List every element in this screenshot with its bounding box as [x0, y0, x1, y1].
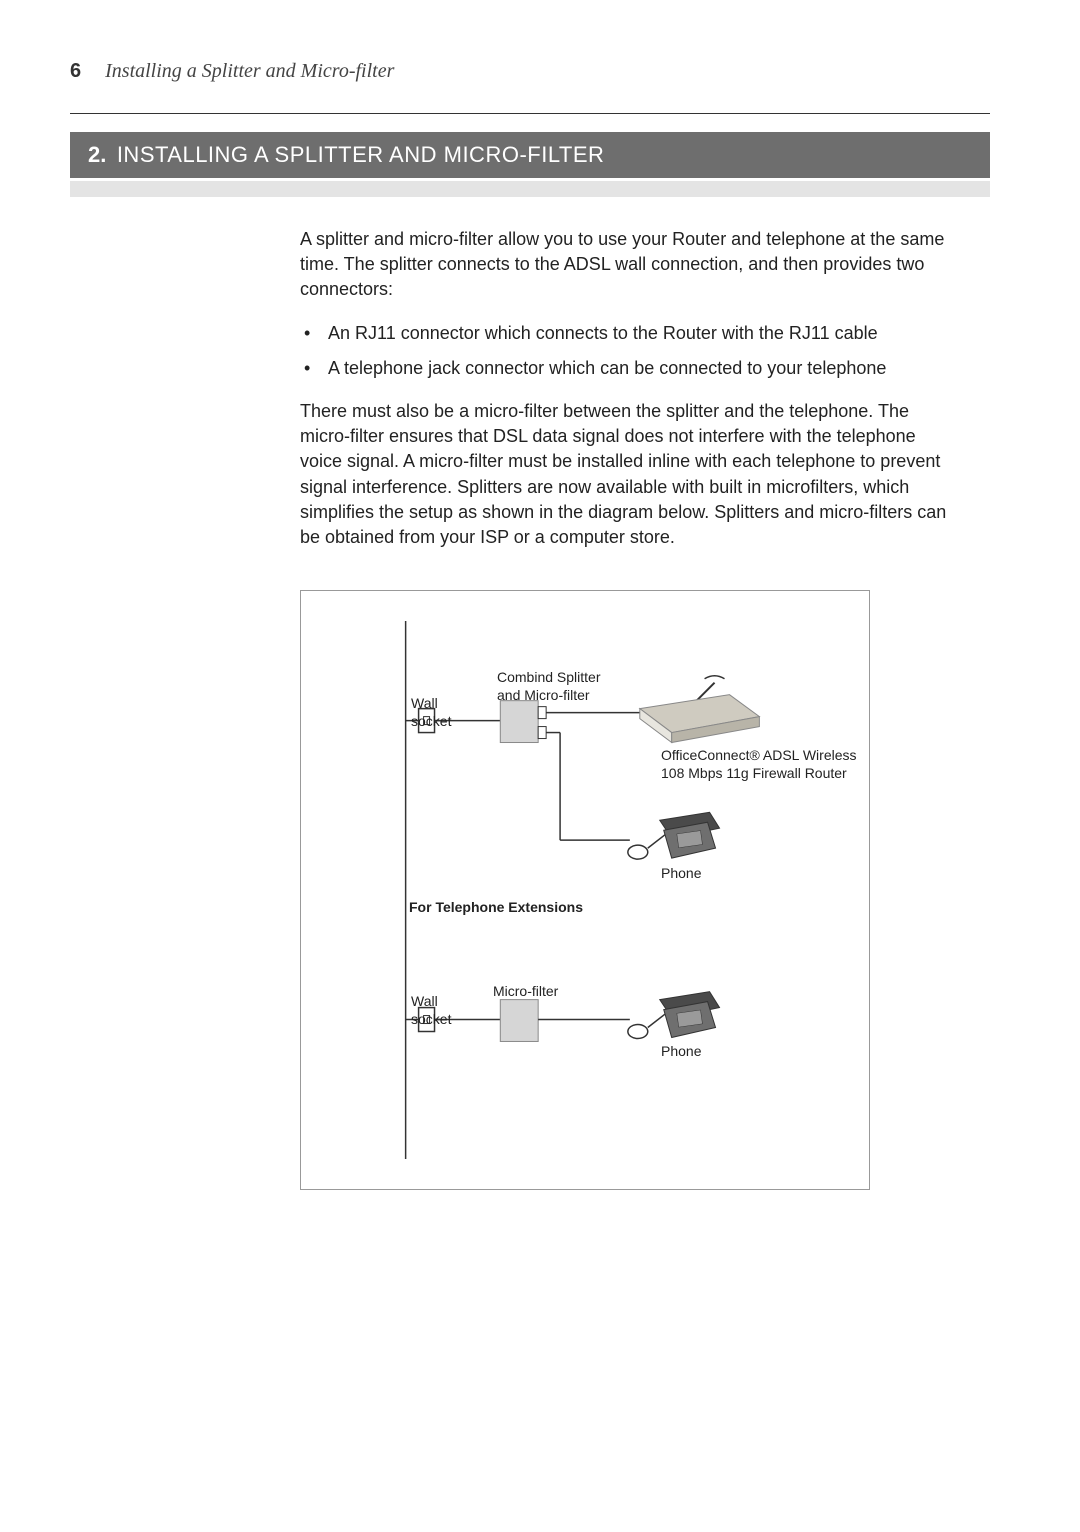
connector-list: An RJ11 connector which connects to the … [300, 321, 950, 381]
body-column: A splitter and micro-filter allow you to… [300, 227, 950, 550]
wiring-diagram: Wall socket Combind Splitter and Micro-f… [300, 590, 870, 1190]
phone-label: Phone [661, 865, 701, 883]
wall-socket-label: Wall socket [411, 695, 451, 730]
section-heading-bar: 2. INSTALLING A SPLITTER AND MICRO-FILTE… [70, 132, 990, 178]
section-heading-shadow [70, 181, 990, 197]
list-item: An RJ11 connector which connects to the … [300, 321, 950, 346]
phone-label: Phone [661, 1043, 701, 1061]
page-number: 6 [70, 60, 81, 83]
wall-socket-label: Wall socket [411, 993, 451, 1028]
microfilter-label: Micro-filter [493, 983, 558, 1001]
router-label: OfficeConnect® ADSL Wireless 108 Mbps 11… [661, 747, 857, 782]
section-title: INSTALLING A SPLITTER AND MICRO-FILTER [117, 142, 605, 167]
detail-paragraph: There must also be a micro-filter betwee… [300, 399, 950, 550]
section-number: 2. [88, 142, 106, 167]
intro-paragraph: A splitter and micro-filter allow you to… [300, 227, 950, 303]
running-title: Installing a Splitter and Micro-filter [105, 60, 394, 83]
header-rule [70, 113, 990, 114]
list-item: A telephone jack connector which can be … [300, 356, 950, 381]
combined-splitter-label: Combind Splitter and Micro-filter [497, 669, 601, 704]
page-header: 6 Installing a Splitter and Micro-filter [70, 60, 990, 83]
router-icon [640, 676, 760, 743]
telephone-extensions-heading: For Telephone Extensions [409, 899, 583, 917]
phone-icon [628, 812, 720, 859]
phone-icon [628, 992, 720, 1039]
